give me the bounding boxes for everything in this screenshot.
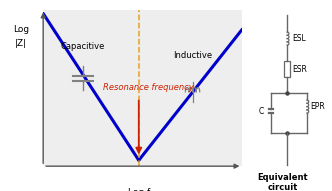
Bar (285, 61, 290, 77)
Text: C: C (259, 107, 264, 116)
Text: EPR: EPR (310, 102, 325, 111)
Text: Log f: Log f (127, 188, 150, 191)
Text: ESL: ESL (292, 34, 306, 43)
Text: Resonance frequency: Resonance frequency (103, 83, 194, 92)
Text: ESR: ESR (292, 65, 307, 74)
Text: Capacitive: Capacitive (61, 42, 105, 51)
Text: Inductive: Inductive (173, 52, 212, 61)
Text: |Z|: |Z| (15, 39, 27, 48)
Text: Log: Log (13, 25, 29, 34)
Text: Equivalent
circuit: Equivalent circuit (257, 173, 308, 191)
